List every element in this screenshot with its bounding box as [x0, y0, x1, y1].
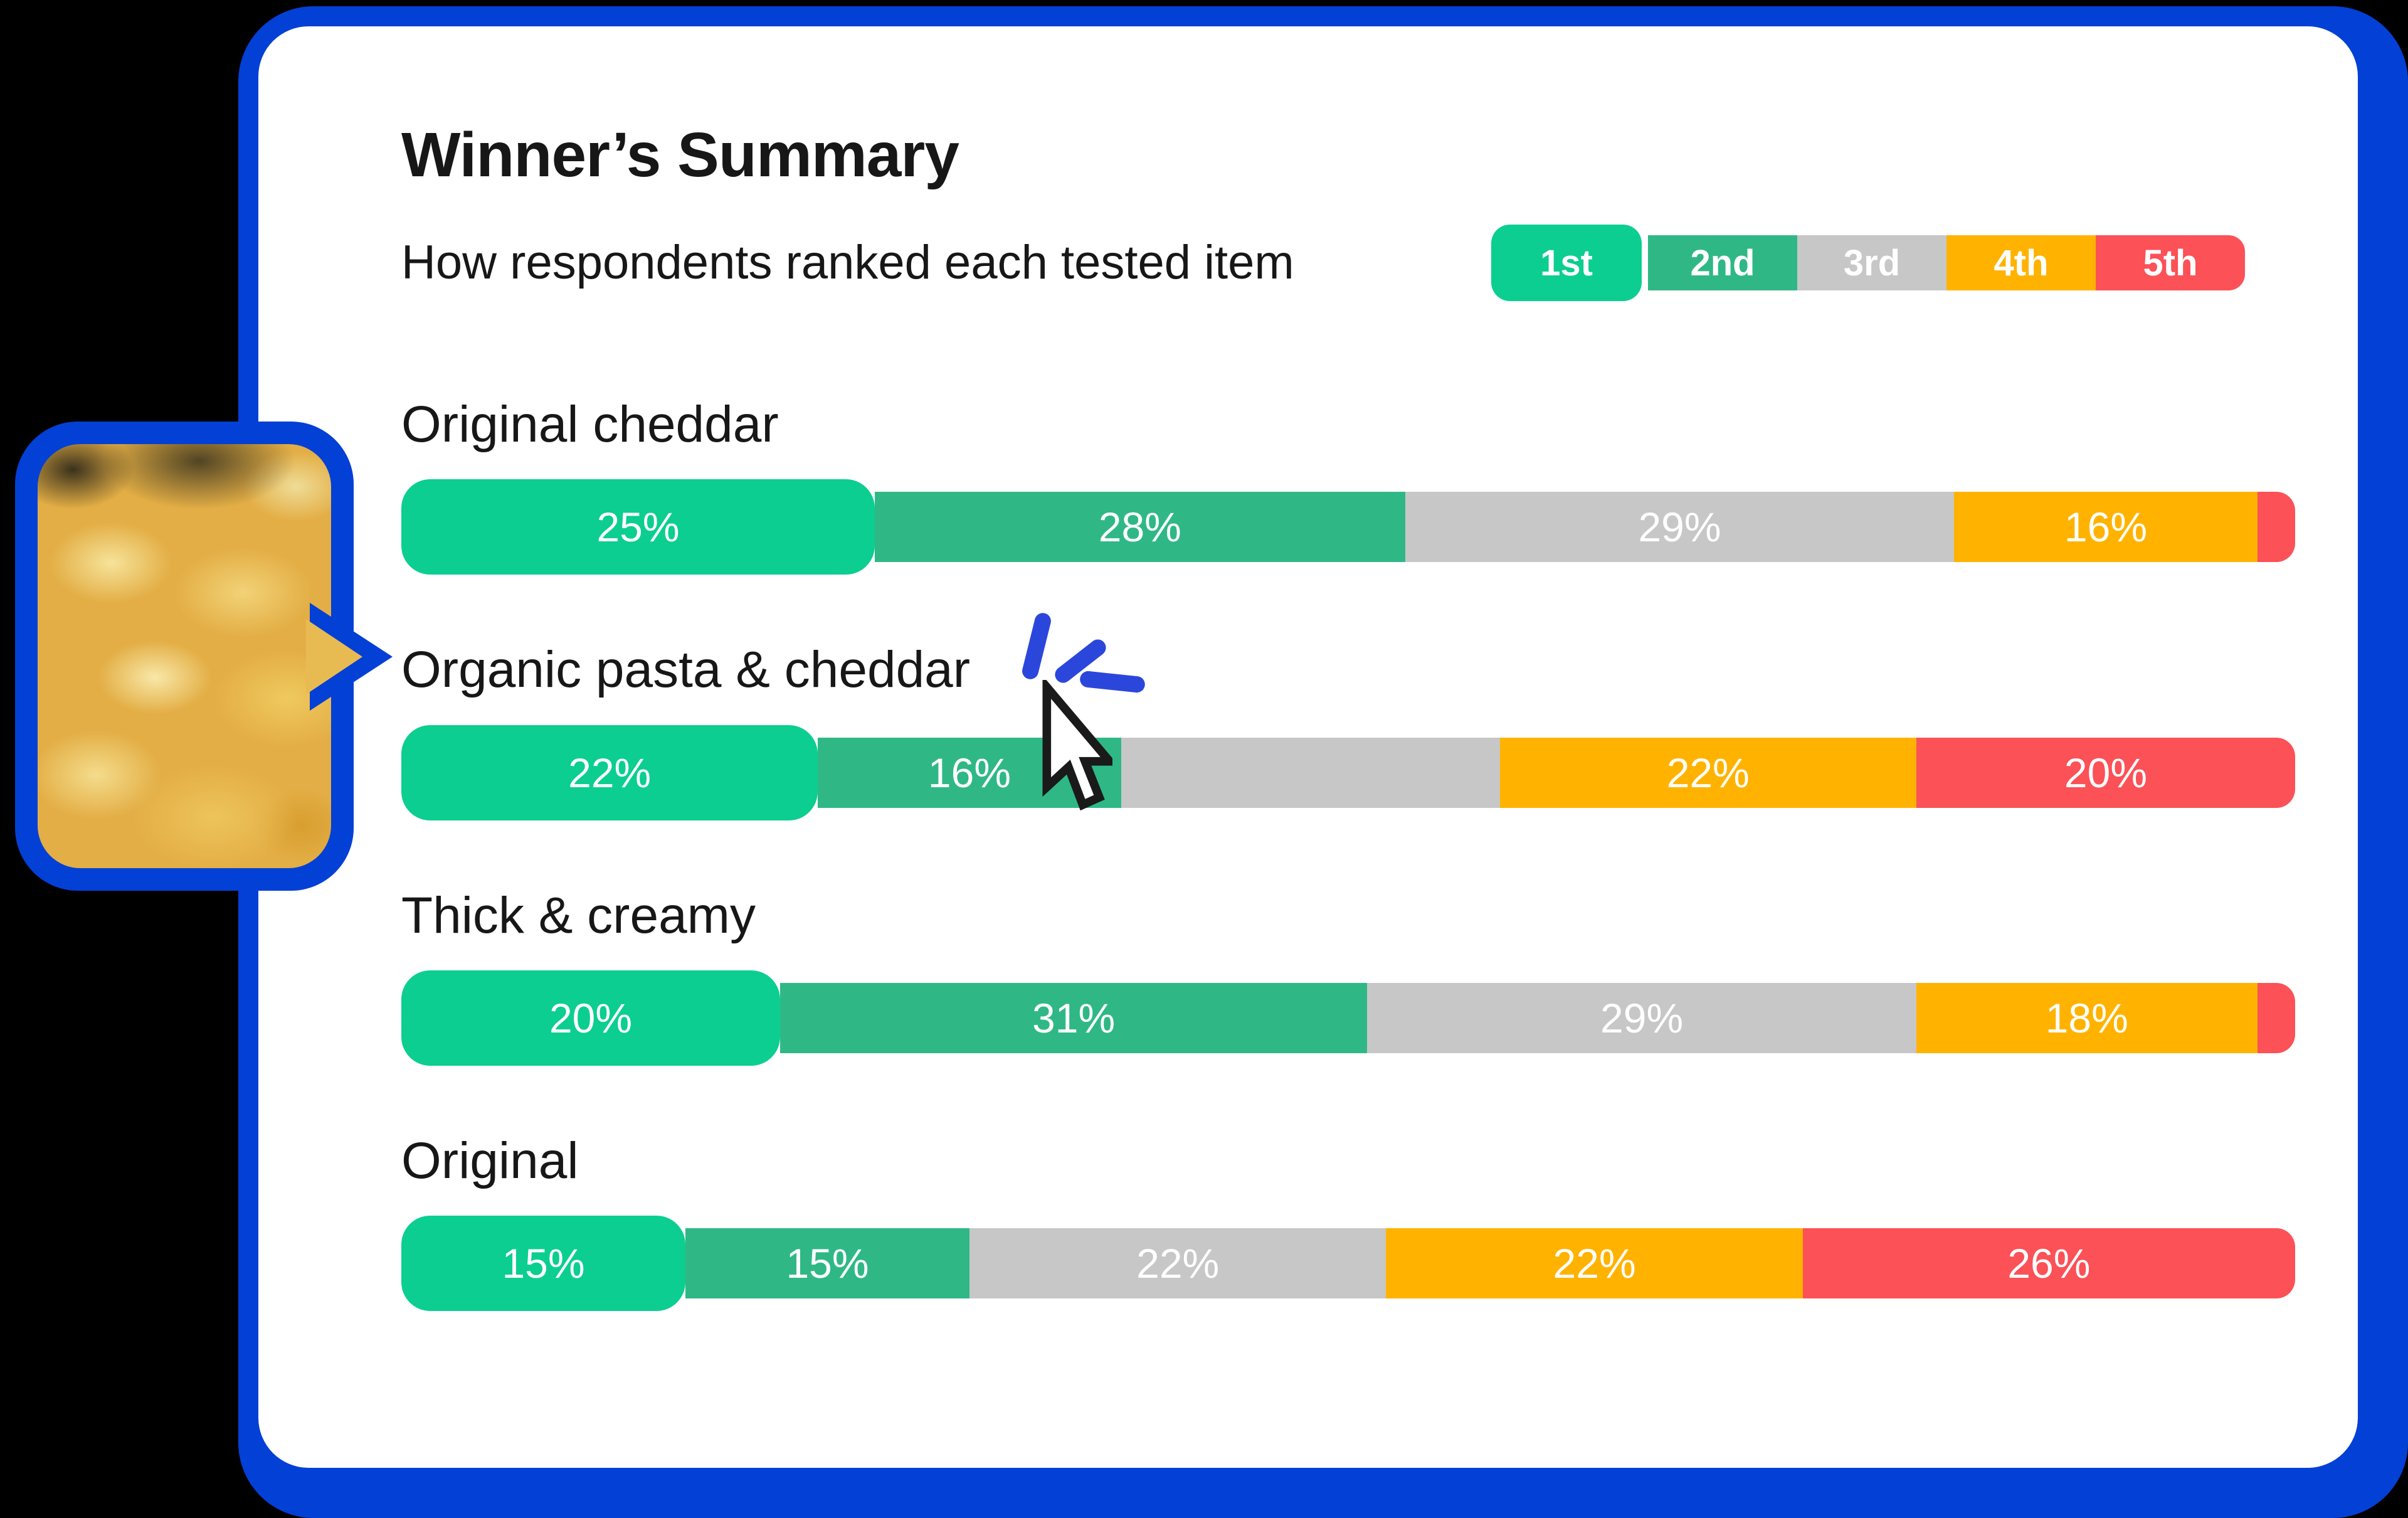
bar-segment-label: 25%: [596, 504, 680, 551]
bar-segment-label: 18%: [2045, 994, 2128, 1041]
photo-callout-bubble: [15, 422, 393, 891]
click-burst-icon: [1020, 611, 1053, 681]
bar-segment-label: 28%: [1098, 504, 1181, 551]
bar-row-label: Organic pasta & cheddar: [401, 641, 971, 699]
bar-segment-label: 22%: [1553, 1240, 1636, 1287]
bar-segment-3rd[interactable]: 29%: [1405, 492, 1955, 563]
stacked-bar: 15% 15% 22% 22% 26%: [401, 1216, 2295, 1312]
bar-segment-3rd[interactable]: [1121, 737, 1500, 808]
bar-segment-label: 29%: [1600, 994, 1684, 1041]
bar-row: Original 15% 15% 22% 22% 26%: [401, 1132, 2295, 1312]
stacked-bar: 20% 31% 29% 18%: [401, 970, 2295, 1066]
bar-segment-label: 15%: [502, 1240, 585, 1287]
bar-row: Original cheddar 25% 28% 29% 16%: [401, 395, 2295, 575]
bar-segment-label: 29%: [1638, 504, 1721, 551]
cursor-overlay: [1002, 601, 1203, 839]
mac-and-cheese-photo: [38, 444, 331, 868]
bar-segment-4th[interactable]: 22%: [1386, 1228, 1803, 1299]
bar-segment-label: 20%: [549, 994, 633, 1041]
legend-chip-3rd[interactable]: 3rd: [1797, 235, 1946, 290]
bar-segment-label: 15%: [786, 1240, 869, 1287]
bar-segment-4th[interactable]: 22%: [1499, 737, 1916, 808]
bar-row: Thick & creamy 20% 31% 29% 18%: [401, 886, 2295, 1066]
bar-segment-label: 22%: [568, 749, 652, 796]
bar-segment-label: 22%: [1136, 1240, 1220, 1287]
bar-segment-label: 26%: [2007, 1240, 2091, 1287]
callout-pointer-fill-layer: [15, 422, 362, 891]
bar-rows: Original cheddar 25% 28% 29% 16% Organic past…: [401, 395, 2295, 1312]
bar-segment-label: 16%: [927, 749, 1011, 796]
bar-segment-5th[interactable]: [2257, 982, 2295, 1053]
bar-segment-2nd[interactable]: 31%: [780, 982, 1368, 1053]
bar-segment-4th[interactable]: 16%: [1954, 492, 2258, 563]
subtitle-row: How respondents ranked each tested item …: [401, 225, 2295, 301]
bar-row-label: Original cheddar: [401, 396, 779, 453]
bar-row-label: Thick & creamy: [401, 886, 756, 944]
bar-row: Organic pasta & cheddar 22% 16% 22% 20%: [401, 640, 2295, 820]
bar-segment-3rd[interactable]: 22%: [969, 1228, 1386, 1299]
bar-segment-5th[interactable]: [2257, 492, 2295, 563]
bar-segment-label: 16%: [2064, 504, 2148, 551]
bar-segment-2nd[interactable]: 28%: [875, 492, 1405, 563]
bar-segment-4th[interactable]: 18%: [1916, 982, 2258, 1053]
bar-segment-2nd[interactable]: 15%: [685, 1228, 969, 1299]
bar-segment-3rd[interactable]: 29%: [1367, 982, 1916, 1053]
bar-segment-1st[interactable]: 22%: [401, 724, 818, 820]
bar-segment-label: 22%: [1666, 749, 1750, 796]
page-title: Winner’s Summary: [401, 120, 959, 190]
stacked-bar: 25% 28% 29% 16%: [401, 479, 2295, 575]
legend-chip-4th[interactable]: 4th: [1946, 235, 2096, 290]
bar-row-label: Original: [401, 1132, 579, 1189]
bar-segment-5th[interactable]: 20%: [1916, 737, 2295, 808]
bar-segment-1st[interactable]: 25%: [401, 479, 875, 575]
winners-summary-card: Winner’s Summary How respondents ranked …: [258, 26, 2358, 1468]
legend-chip-1st[interactable]: 1st: [1491, 225, 1642, 301]
stacked-bar: 22% 16% 22% 20%: [401, 724, 2295, 820]
bar-segment-1st[interactable]: 20%: [401, 970, 780, 1066]
legend-chip-5th[interactable]: 5th: [2096, 235, 2245, 290]
legend-chip-2nd[interactable]: 2nd: [1648, 235, 1797, 290]
legend: 1st 2nd 3rd 4th 5th: [1491, 225, 2245, 301]
bar-segment-label: 20%: [2064, 749, 2148, 796]
bar-segment-label: 31%: [1032, 994, 1116, 1041]
mouse-cursor-icon: [1042, 680, 1112, 811]
bar-segment-5th[interactable]: 26%: [1802, 1228, 2295, 1299]
subtitle: How respondents ranked each tested item: [401, 236, 1294, 290]
bar-segment-1st[interactable]: 15%: [401, 1216, 685, 1312]
card-frame: Winner’s Summary How respondents ranked …: [238, 6, 2408, 1518]
